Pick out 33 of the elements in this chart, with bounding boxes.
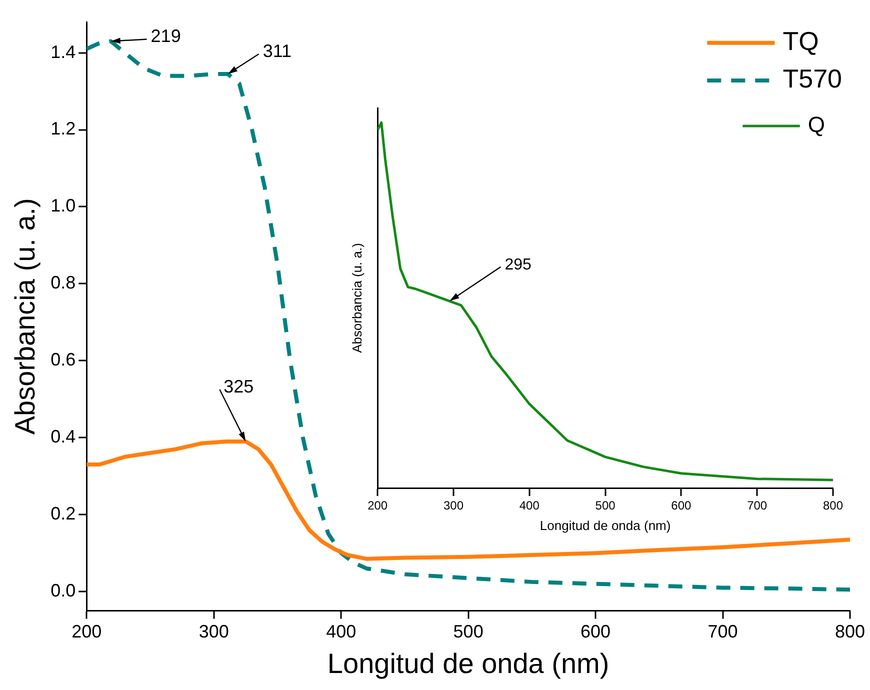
annotation: 325 [224,376,254,396]
y-tick-label: 1.0 [50,196,76,216]
x-axis-title: Longitud de onda (nm) [327,648,610,679]
x-tick-label: 500 [595,498,616,513]
x-tick-label: 400 [326,622,356,642]
y-tick-label: 1.4 [50,42,76,62]
y-tick-label: 0.0 [50,580,76,601]
y-tick-label: 0.2 [50,504,76,524]
x-tick-label: 200 [368,498,388,513]
annotation: 295 [504,256,532,274]
x-tick-label: 400 [519,498,540,513]
legend-label: Q [808,112,826,138]
x-tick-label: 800 [834,622,866,642]
x-tick-label: 300 [198,622,229,642]
x-tick-label: 200 [72,622,102,642]
annotation: 311 [262,40,292,61]
x-tick-label: 600 [671,498,692,513]
x-tick-label: 700 [708,622,738,642]
y-tick-label: 1.2 [50,118,76,139]
x-tick-label: 600 [580,622,611,642]
legend-label: T570 [782,64,842,94]
x-tick-label: 700 [747,498,768,513]
x-tick-label: 500 [453,622,484,642]
y-tick-label: 0.8 [50,272,76,293]
y-axis-title: Absorbancia (u. a.) [10,198,41,435]
y-axis-title: Absorbancia (u. a.) [349,243,364,353]
x-tick-label: 800 [822,498,844,513]
x-axis-title: Longitud de onda (nm) [540,518,671,533]
y-tick-label: 0.6 [50,350,76,370]
legend-label: TQ [782,26,819,56]
x-tick-label: 300 [443,498,464,513]
y-tick-label: 0.4 [50,426,76,447]
annotation: 219 [150,26,181,46]
